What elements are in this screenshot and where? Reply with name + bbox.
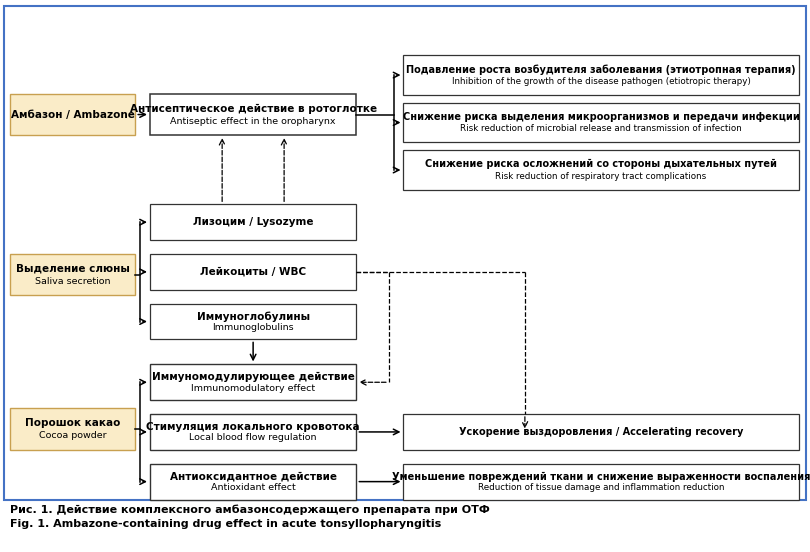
FancyBboxPatch shape: [403, 55, 799, 95]
FancyBboxPatch shape: [150, 304, 356, 339]
Text: Fig. 1. Ambazone-containing drug effect in acute tonsyllopharyngitis: Fig. 1. Ambazone-containing drug effect …: [10, 519, 441, 529]
FancyBboxPatch shape: [10, 408, 135, 450]
Text: Cocoa powder: Cocoa powder: [39, 431, 106, 440]
FancyBboxPatch shape: [150, 464, 356, 500]
FancyBboxPatch shape: [403, 414, 799, 450]
Text: Лейкоциты / WBC: Лейкоциты / WBC: [200, 267, 306, 277]
FancyBboxPatch shape: [150, 94, 356, 135]
Text: Antiseptic effect in the oropharynx: Antiseptic effect in the oropharynx: [170, 116, 336, 126]
FancyBboxPatch shape: [4, 6, 806, 500]
Text: Immunoglobulins: Immunoglobulins: [212, 323, 294, 332]
FancyBboxPatch shape: [10, 254, 135, 295]
Text: Антиоксидантное действие: Антиоксидантное действие: [169, 471, 337, 481]
Text: Reduction of tissue damage and inflammation reduction: Reduction of tissue damage and inflammat…: [478, 483, 724, 492]
Text: Ускорение выздоровления / Accelerating recovery: Ускорение выздоровления / Accelerating r…: [458, 427, 744, 437]
Text: Risk reduction of microbial release and transmission of infection: Risk reduction of microbial release and …: [460, 124, 742, 134]
Text: Рис. 1. Действие комплексного амбазонсодержащего препарата при ОТФ: Рис. 1. Действие комплексного амбазонсод…: [10, 505, 489, 515]
Text: Saliva secretion: Saliva secretion: [35, 277, 110, 286]
FancyBboxPatch shape: [150, 364, 356, 400]
Text: Risk reduction of respiratory tract complications: Risk reduction of respiratory tract comp…: [496, 172, 706, 181]
Text: Снижение риска выделения микроорганизмов и передачи инфекции: Снижение риска выделения микроорганизмов…: [403, 112, 799, 122]
Text: Порошок какао: Порошок какао: [25, 418, 120, 428]
Text: Выделение слюны: Выделение слюны: [15, 264, 130, 274]
FancyBboxPatch shape: [150, 254, 356, 290]
Text: Снижение риска осложнений со стороны дыхательных путей: Снижение риска осложнений со стороны дых…: [425, 160, 777, 169]
FancyBboxPatch shape: [403, 150, 799, 190]
Text: Иммуноглобулины: Иммуноглобулины: [197, 311, 309, 322]
FancyBboxPatch shape: [10, 94, 135, 135]
Text: Immunomodulatory effect: Immunomodulatory effect: [191, 384, 315, 392]
Text: Амбазон / Ambazone: Амбазон / Ambazone: [11, 109, 134, 120]
Text: Лизоцим / Lysozyme: Лизоцим / Lysozyme: [193, 217, 313, 227]
Text: Стимуляция локального кровотока: Стимуляция локального кровотока: [147, 422, 360, 432]
FancyBboxPatch shape: [403, 103, 799, 142]
FancyBboxPatch shape: [150, 414, 356, 450]
Text: Antioxidant effect: Antioxidant effect: [211, 483, 296, 492]
Text: Inhibition of the growth of the disease pathogen (etiotropic therapy): Inhibition of the growth of the disease …: [452, 77, 750, 86]
Text: Иммуномодулирующее действие: Иммуномодулирующее действие: [151, 372, 355, 383]
FancyBboxPatch shape: [403, 464, 799, 500]
Text: Уменьшение повреждений ткани и снижение выраженности воспаления: Уменьшение повреждений ткани и снижение …: [392, 471, 810, 482]
Text: Антисептическое действие в ротоглотке: Антисептическое действие в ротоглотке: [130, 104, 377, 114]
Text: Подавление роста возбудителя заболевания (этиотропная терапия): Подавление роста возбудителя заболевания…: [406, 64, 796, 75]
Text: Local blood flow regulation: Local blood flow regulation: [190, 433, 317, 442]
FancyBboxPatch shape: [150, 204, 356, 240]
